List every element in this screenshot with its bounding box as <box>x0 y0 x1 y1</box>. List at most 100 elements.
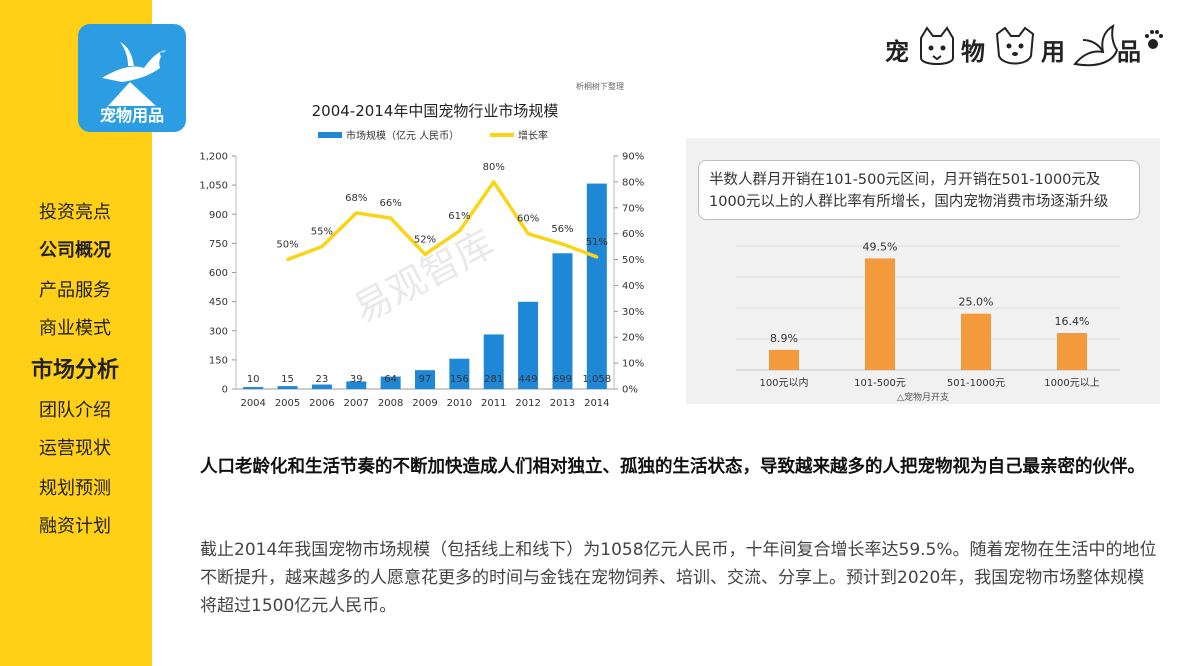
bar-value-label: 97 <box>419 374 432 385</box>
growth-rate-point <box>492 180 496 184</box>
bar-value-label: 8.9% <box>770 332 798 345</box>
chart-caption: △宠物月开支 <box>897 391 949 403</box>
bar-spending <box>769 349 799 370</box>
x-tick-label: 2006 <box>309 398 334 409</box>
legend-bar-swatch <box>318 132 342 138</box>
y-right-tick-label: 50% <box>622 255 644 266</box>
x-tick-label: 2004 <box>240 398 265 409</box>
y-left-tick-label: 300 <box>209 326 228 337</box>
y-left-tick-label: 600 <box>209 268 228 279</box>
bar-market-size <box>415 370 435 389</box>
x-tick-label: 2008 <box>378 398 403 409</box>
bar-value-label: 64 <box>384 374 397 385</box>
x-tick-label: 2007 <box>344 398 369 409</box>
bird-icon <box>102 42 166 106</box>
growth-rate-label: 55% <box>311 227 333 238</box>
y-left-tick-label: 1,050 <box>199 181 228 192</box>
bar-market-size <box>552 253 573 389</box>
growth-rate-point <box>354 211 358 215</box>
nav-item[interactable]: 投资亮点 <box>39 202 111 223</box>
growth-rate-label: 50% <box>276 240 298 251</box>
x-tick-label: 501-1000元 <box>947 378 1005 389</box>
bar-value-label: 156 <box>450 374 469 385</box>
brand-wordmark: 宠 物 用 品 <box>885 18 1165 78</box>
growth-rate-label: 68% <box>345 193 367 204</box>
x-tick-label: 2005 <box>275 398 300 409</box>
y-left-tick-label: 150 <box>209 355 228 366</box>
bar-market-size <box>449 358 470 389</box>
brand-char-4: 品 <box>1117 38 1141 66</box>
bar-value-label: 39 <box>350 374 363 385</box>
headline-text: 人口老龄化和生活节奏的不断加快造成人们相对独立、孤独的生活状态，导致越来越多的人… <box>200 457 1145 477</box>
nav-item[interactable]: 产品服务 <box>39 280 111 301</box>
y-right-tick-label: 60% <box>622 229 644 240</box>
bar-value-label: 23 <box>316 374 329 385</box>
nav-item[interactable]: 商业模式 <box>39 318 111 339</box>
y-right-tick-label: 80% <box>622 177 644 188</box>
x-tick-label: 2009 <box>412 398 437 409</box>
growth-rate-point <box>595 255 599 259</box>
source-note: 析桐树下整理 <box>576 81 624 91</box>
bar-value-label: 281 <box>484 374 503 385</box>
x-tick-label: 101-500元 <box>854 378 906 389</box>
growth-rate-label: 66% <box>380 198 402 209</box>
nav-item[interactable]: 团队介绍 <box>39 400 111 421</box>
growth-rate-point <box>560 242 564 246</box>
bar-market-size <box>346 381 367 389</box>
bird-outline-icon <box>1073 23 1119 67</box>
bar-value-label: 10 <box>247 374 260 385</box>
bar-spending <box>961 313 991 370</box>
bar-market-size <box>586 183 607 389</box>
growth-rate-line <box>286 180 598 262</box>
bar-value-label: 1,058 <box>582 374 611 385</box>
dog-icon <box>995 26 1035 65</box>
growth-rate-label: 52% <box>414 234 436 245</box>
nav-item[interactable]: 市场分析 <box>30 358 119 383</box>
nav-item[interactable]: 公司概况 <box>39 240 111 261</box>
nav-item[interactable]: 规划预测 <box>39 478 111 499</box>
nav-item[interactable]: 融资计划 <box>39 516 111 537</box>
growth-rate-label: 51% <box>586 237 608 248</box>
logo-label: 宠物用品 <box>99 106 164 125</box>
growth-rate-label: 60% <box>517 214 539 225</box>
y-right-tick-label: 10% <box>622 359 644 370</box>
y-right-tick-label: 0% <box>622 385 638 396</box>
growth-rate-point <box>320 245 324 249</box>
bar-spending <box>865 258 895 370</box>
x-tick-label: 100元以内 <box>759 376 808 389</box>
x-tick-label: 2012 <box>515 398 540 409</box>
bar-market-size <box>518 301 539 389</box>
x-tick-label: 2011 <box>481 398 506 409</box>
y-left-tick-label: 750 <box>209 239 228 250</box>
bar-value-label: 699 <box>553 374 572 385</box>
bar-market-size <box>243 387 264 389</box>
growth-rate-point <box>286 258 290 262</box>
growth-rate-point <box>423 252 427 256</box>
y-right-tick-label: 70% <box>622 203 644 214</box>
bar-market-size <box>380 376 401 389</box>
growth-rate-label: 80% <box>483 162 505 173</box>
legend-bar-label: 市场规模（亿元 人民币） <box>346 129 459 142</box>
nav-item[interactable]: 运营现状 <box>39 438 111 459</box>
bar-value-label: 25.0% <box>959 296 994 309</box>
legend-line-label: 增长率 <box>518 129 548 142</box>
y-left-tick-label: 0 <box>222 385 228 396</box>
body-paragraph: 截止2014年我国宠物市场规模（包括线上和线下）为1058亿元人民币，十年间复合… <box>200 540 1157 616</box>
x-tick-label: 2014 <box>584 398 609 409</box>
growth-rate-point <box>389 216 393 220</box>
bar-value-label: 49.5% <box>863 240 898 253</box>
spending-panel: 半数人群月开销在101-500元区间，月开销在501-1000元及1000元以上… <box>686 138 1160 404</box>
x-tick-label: 1000元以上 <box>1044 377 1099 389</box>
y-left-tick-label: 450 <box>209 297 228 308</box>
bar-market-size <box>483 334 504 389</box>
y-right-tick-label: 40% <box>622 281 644 292</box>
sidebar: 宠物用品 投资亮点公司概况产品服务商业模式市场分析团队介绍运营现状规划预测融资计… <box>0 0 186 666</box>
monthly-spending-chart: 8.9% 100元以内 49.5% 101-500元 25.0% 501-1000元 16.… <box>736 240 1120 403</box>
logo: 宠物用品 <box>78 24 186 132</box>
growth-rate-label: 61% <box>448 211 470 222</box>
y-right-tick-label: 20% <box>622 333 644 344</box>
bar-market-size <box>277 386 298 389</box>
cat-icon <box>920 26 954 65</box>
y-left-tick-label: 1,200 <box>199 152 228 163</box>
